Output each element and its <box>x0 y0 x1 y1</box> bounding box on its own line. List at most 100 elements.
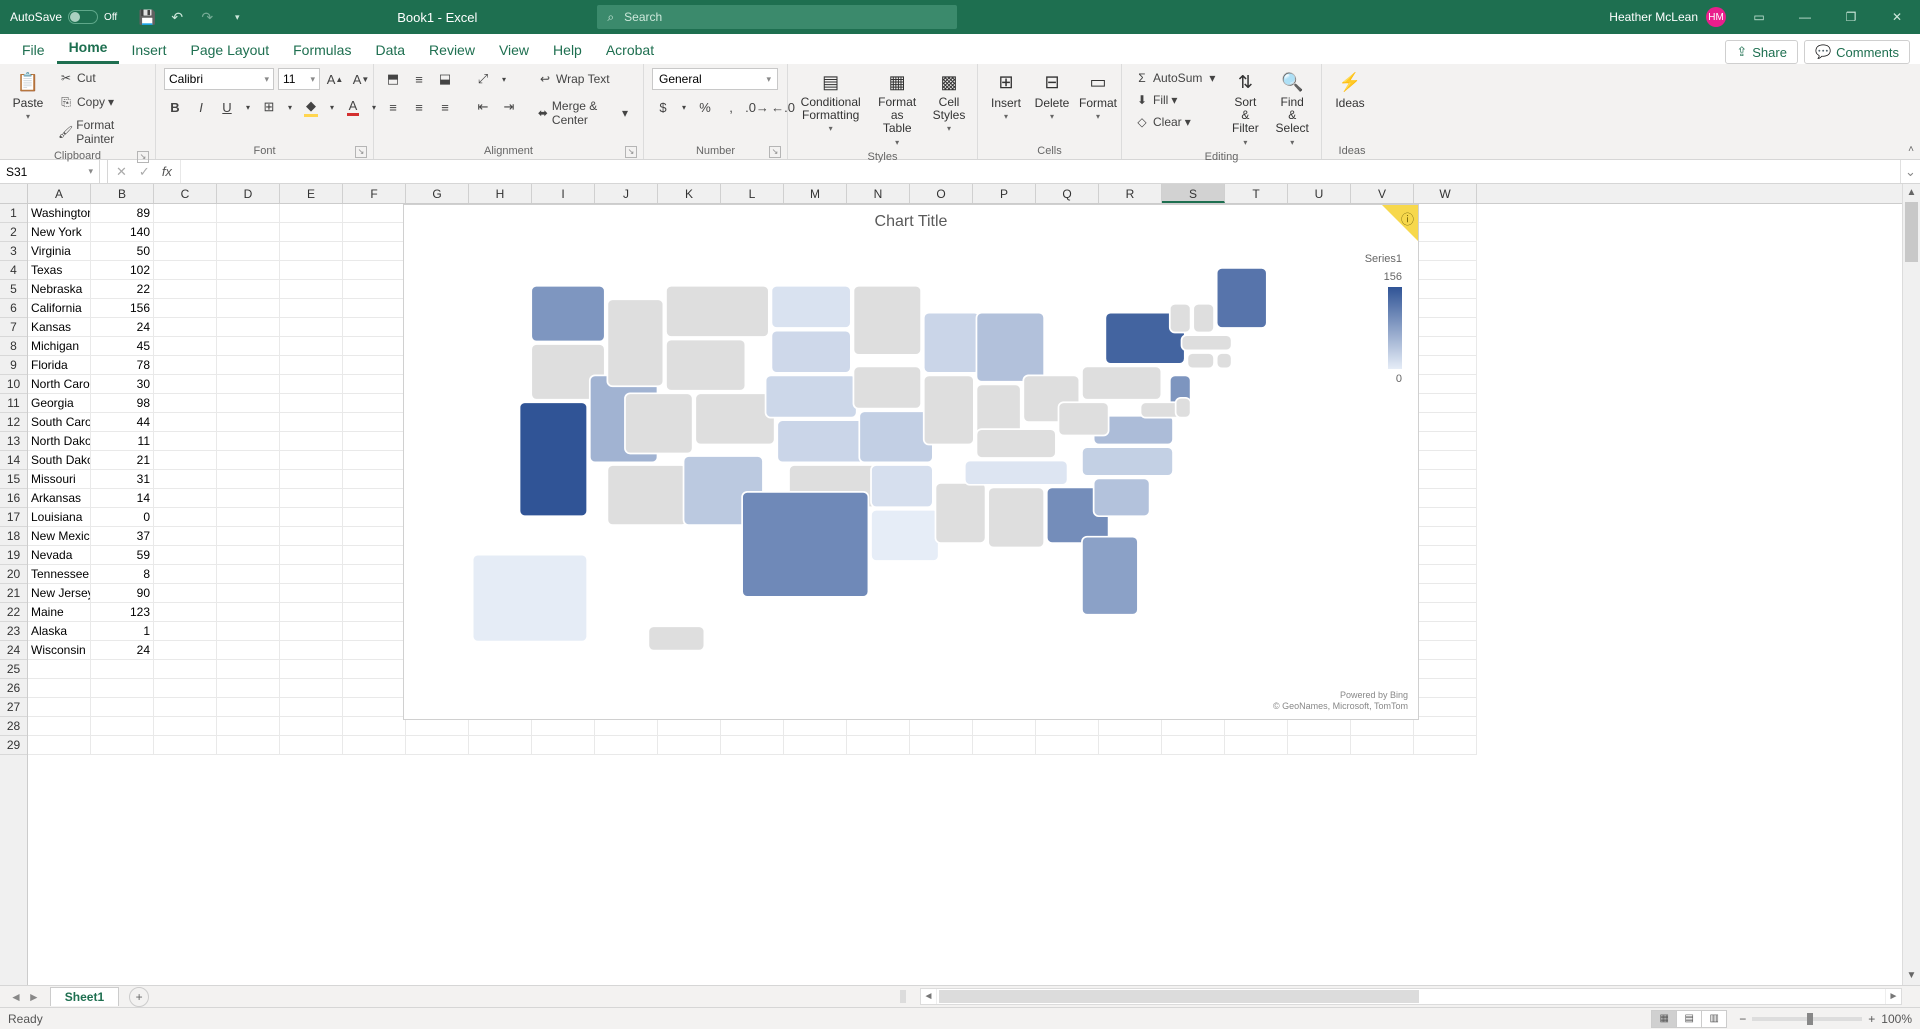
column-header[interactable]: K <box>658 184 721 203</box>
clear-button[interactable]: ◇Clear▾ <box>1130 112 1219 132</box>
cell[interactable] <box>847 736 910 755</box>
cell[interactable] <box>154 603 217 622</box>
cell[interactable] <box>154 622 217 641</box>
cell[interactable] <box>280 508 343 527</box>
row-header[interactable]: 21 <box>0 584 27 603</box>
cell[interactable] <box>532 736 595 755</box>
column-header[interactable]: R <box>1099 184 1162 203</box>
row-header[interactable]: 26 <box>0 679 27 698</box>
increase-decimal-icon[interactable]: .0→ <box>746 96 768 118</box>
cell[interactable] <box>1414 223 1477 242</box>
underline-button[interactable]: U <box>216 96 238 118</box>
cell[interactable] <box>343 204 406 223</box>
wrap-text-button[interactable]: ↩Wrap Text <box>530 68 635 90</box>
qat-customize-icon[interactable]: ▾ <box>229 9 245 25</box>
cell[interactable] <box>658 736 721 755</box>
cell[interactable] <box>1288 736 1351 755</box>
row-header[interactable]: 15 <box>0 470 27 489</box>
cell[interactable] <box>154 337 217 356</box>
sort-filter-button[interactable]: ⇅Sort & Filter▾ <box>1225 68 1265 149</box>
cell[interactable] <box>217 204 280 223</box>
cell[interactable] <box>154 698 217 717</box>
scroll-down-icon[interactable]: ▼ <box>1903 967 1920 985</box>
cell-styles-button[interactable]: ▩Cell Styles▾ <box>929 68 969 135</box>
cell[interactable] <box>217 508 280 527</box>
maximize-icon[interactable]: ❐ <box>1828 0 1874 34</box>
cell[interactable] <box>1414 432 1477 451</box>
merge-center-button[interactable]: ⬌Merge & Center▾ <box>530 96 635 130</box>
cell[interactable] <box>217 489 280 508</box>
expand-formula-bar-icon[interactable]: ⌄ <box>1900 160 1920 183</box>
close-icon[interactable]: ✕ <box>1874 0 1920 34</box>
row-headers[interactable]: 1234567891011121314151617181920212223242… <box>0 204 28 985</box>
row-header[interactable]: 1 <box>0 204 27 223</box>
cell[interactable] <box>217 223 280 242</box>
cell[interactable] <box>154 356 217 375</box>
accounting-menu-icon[interactable]: ▾ <box>678 96 690 118</box>
zoom-out-icon[interactable]: − <box>1739 1012 1746 1026</box>
cell[interactable] <box>1414 280 1477 299</box>
cell[interactable] <box>343 546 406 565</box>
cell[interactable] <box>1414 242 1477 261</box>
cell[interactable] <box>91 679 154 698</box>
cell[interactable]: 123 <box>91 603 154 622</box>
cell[interactable]: Nebraska <box>28 280 91 299</box>
comments-button[interactable]: 💬Comments <box>1804 40 1910 64</box>
cell[interactable] <box>217 546 280 565</box>
decrease-indent-icon[interactable]: ⇤ <box>472 96 494 118</box>
cell[interactable] <box>343 698 406 717</box>
cell[interactable] <box>28 698 91 717</box>
cell[interactable] <box>595 736 658 755</box>
map-chart[interactable]: Chart Title Series1 156 0 Powered by Bin… <box>403 204 1419 720</box>
tab-acrobat[interactable]: Acrobat <box>594 36 666 64</box>
cell[interactable] <box>343 584 406 603</box>
cell[interactable] <box>280 679 343 698</box>
align-top-icon[interactable]: ⬒ <box>382 68 404 90</box>
cell[interactable] <box>280 660 343 679</box>
cell[interactable] <box>343 603 406 622</box>
fill-color-button[interactable]: ◆ <box>300 96 322 118</box>
column-header[interactable]: M <box>784 184 847 203</box>
cell[interactable] <box>343 299 406 318</box>
cell[interactable]: 98 <box>91 394 154 413</box>
cell[interactable]: Alaska <box>28 622 91 641</box>
delete-cells-button[interactable]: ⊟Delete▾ <box>1032 68 1072 123</box>
cell[interactable] <box>217 660 280 679</box>
cell[interactable]: Florida <box>28 356 91 375</box>
borders-menu-icon[interactable]: ▾ <box>284 96 296 118</box>
row-header[interactable]: 12 <box>0 413 27 432</box>
cell[interactable]: 140 <box>91 223 154 242</box>
column-headers[interactable]: ABCDEFGHIJKLMNOPQRSTUVW <box>28 184 1902 204</box>
cell[interactable] <box>280 698 343 717</box>
cancel-formula-icon[interactable]: ✕ <box>116 164 127 180</box>
row-header[interactable]: 10 <box>0 375 27 394</box>
cell[interactable]: 44 <box>91 413 154 432</box>
ribbon-display-icon[interactable]: ▭ <box>1736 0 1782 34</box>
minimize-icon[interactable]: — <box>1782 0 1828 34</box>
increase-font-icon[interactable]: A▲ <box>324 68 346 90</box>
column-header[interactable]: C <box>154 184 217 203</box>
cell[interactable] <box>154 394 217 413</box>
undo-icon[interactable]: ↶ <box>169 9 185 25</box>
cell[interactable] <box>280 717 343 736</box>
cell[interactable] <box>343 318 406 337</box>
cell[interactable] <box>1414 204 1477 223</box>
cell[interactable] <box>343 679 406 698</box>
cell[interactable] <box>1414 261 1477 280</box>
cell[interactable] <box>217 679 280 698</box>
cell[interactable] <box>217 736 280 755</box>
cell[interactable] <box>280 223 343 242</box>
cell[interactable]: 24 <box>91 318 154 337</box>
cell[interactable]: Arkansas <box>28 489 91 508</box>
cell[interactable] <box>1414 660 1477 679</box>
cell[interactable] <box>1414 356 1477 375</box>
tab-page-layout[interactable]: Page Layout <box>178 36 281 64</box>
cell[interactable] <box>154 717 217 736</box>
row-header[interactable]: 14 <box>0 451 27 470</box>
row-header[interactable]: 28 <box>0 717 27 736</box>
row-header[interactable]: 25 <box>0 660 27 679</box>
row-header[interactable]: 29 <box>0 736 27 755</box>
cell[interactable]: Texas <box>28 261 91 280</box>
cell[interactable] <box>280 375 343 394</box>
cell[interactable]: Michigan <box>28 337 91 356</box>
